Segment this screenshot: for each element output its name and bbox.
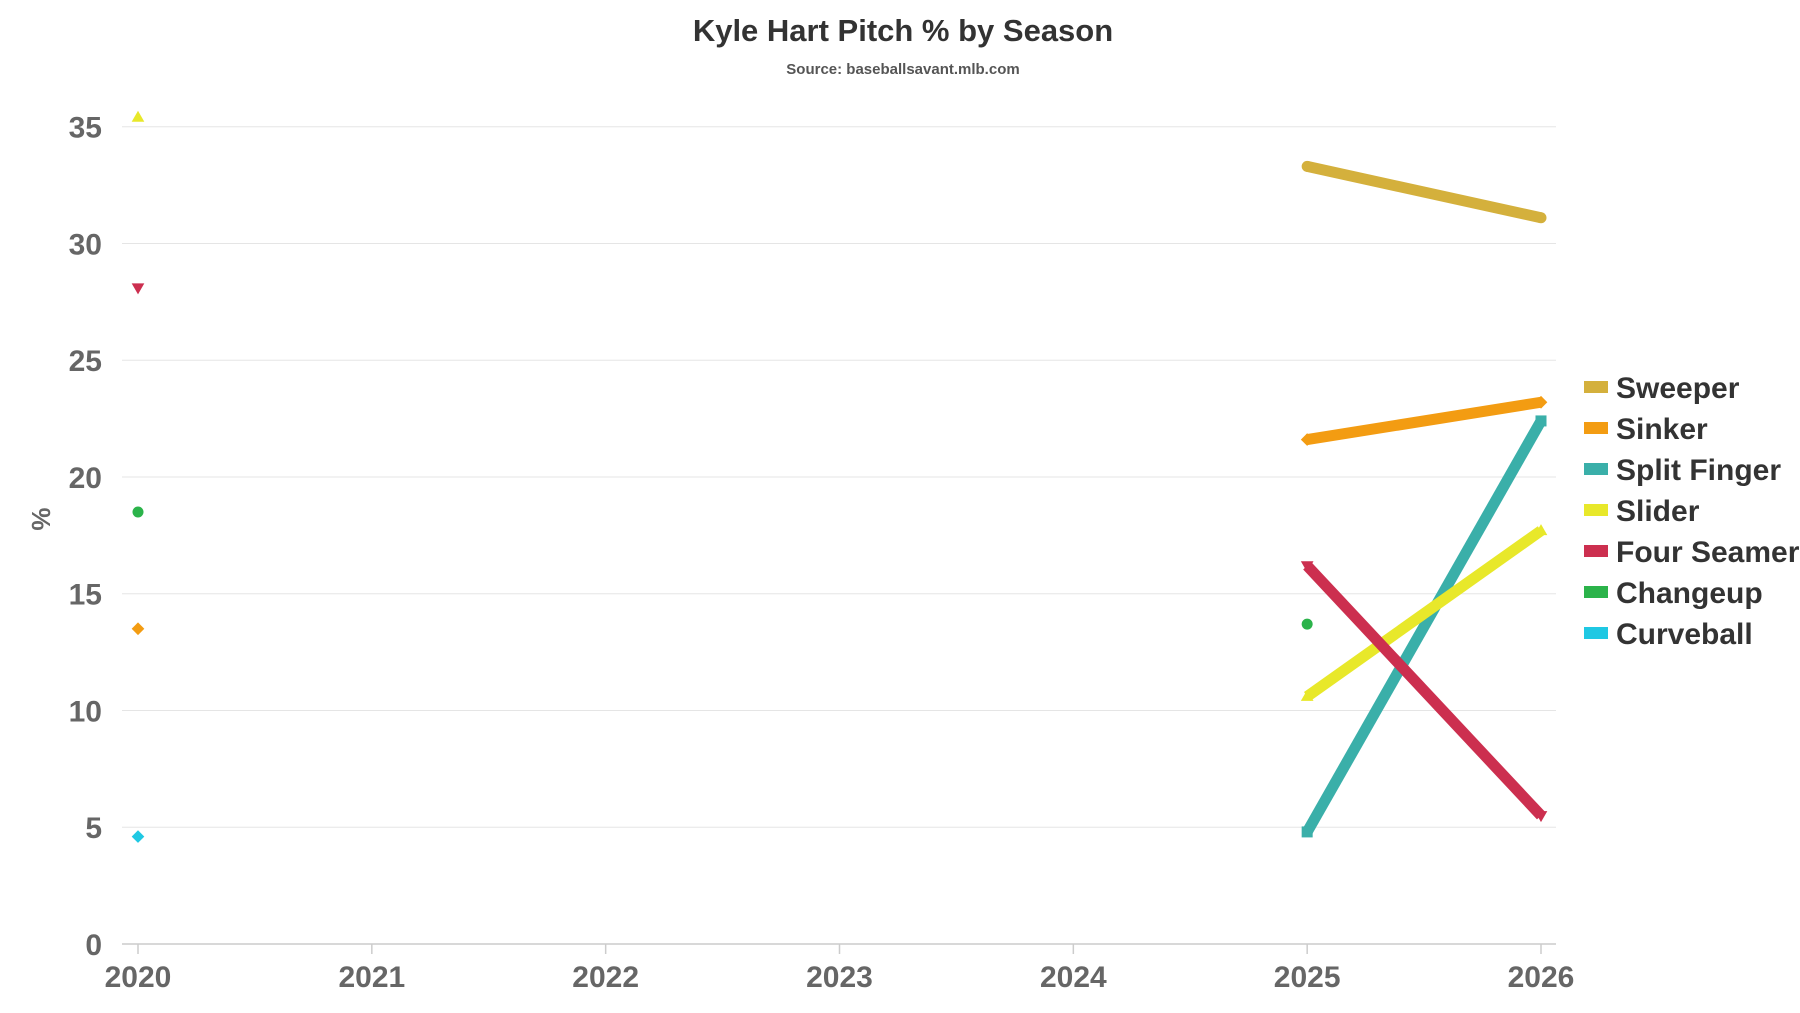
legend-item-split-finger: Split Finger: [1584, 454, 1781, 487]
point-changeup-2020: [132, 506, 144, 518]
legend-label: Sweeper: [1616, 372, 1740, 405]
legend-label: Split Finger: [1616, 454, 1781, 487]
point-curveball-2020: [131, 830, 145, 843]
series-sweeper: [1301, 160, 1547, 224]
y-tick-label: 25: [69, 345, 102, 378]
y-tick-label: 15: [69, 579, 102, 612]
point-sinker-2025: [1300, 433, 1314, 446]
point-sinker-2026: [1534, 395, 1548, 409]
y-tick-label: 20: [69, 462, 102, 495]
legend-swatch: [1584, 586, 1608, 598]
series-split-finger: [1301, 415, 1547, 838]
x-axis: 2020 2021 2022 2023 2024 2025 2026: [105, 944, 1575, 994]
plot-area: [131, 110, 1548, 843]
point-split-finger-2026: [1535, 415, 1547, 427]
line-slider: [1303, 526, 1545, 701]
legend: Sweeper Sinker Split Finger Slider Four Seam…: [1584, 372, 1800, 651]
series-curveball: [131, 830, 145, 843]
y-tick-label: 35: [69, 112, 102, 145]
legend-label: Sinker: [1616, 413, 1708, 446]
line-sinker: [1306, 396, 1542, 446]
point-slider-2020: [131, 110, 145, 122]
point-slider-2025: [1300, 689, 1314, 701]
y-tick-label: 0: [85, 929, 102, 962]
series-sinker: [131, 395, 1548, 636]
line-sweeper: [1305, 161, 1543, 224]
point-changeup-2025: [1301, 618, 1313, 630]
legend-item-changeup: Changeup: [1584, 577, 1763, 610]
y-axis: 0 5 10 15 20 25 30 35: [69, 112, 102, 962]
grid: [122, 126, 1556, 945]
legend-swatch: [1584, 463, 1608, 475]
x-tick-label: 2020: [105, 961, 172, 994]
legend-item-sinker: Sinker: [1584, 413, 1708, 446]
legend-item-curveball: Curveball: [1584, 618, 1753, 651]
point-sinker-2020: [131, 622, 145, 636]
y-tick-label: 5: [85, 812, 102, 845]
legend-swatch: [1584, 545, 1608, 557]
point-four-seamer-2025: [1300, 561, 1314, 573]
series-changeup: [132, 506, 1313, 630]
x-tick-label: 2021: [338, 961, 405, 994]
legend-swatch: [1584, 381, 1608, 393]
point-four-seamer-2026: [1534, 811, 1548, 823]
line-split-finger: [1302, 418, 1546, 835]
chart-subtitle: Source: baseballsavant.mlb.com: [786, 61, 1019, 78]
legend-swatch: [1584, 504, 1608, 516]
legend-label: Changeup: [1616, 577, 1763, 610]
x-tick-label: 2023: [806, 961, 873, 994]
x-tick-label: 2024: [1040, 961, 1107, 994]
legend-label: Curveball: [1616, 618, 1753, 651]
x-tick-label: 2026: [1508, 961, 1575, 994]
legend-label: Four Seamer: [1616, 536, 1800, 569]
legend-item-four-seamer: Four Seamer: [1584, 536, 1800, 569]
point-split-finger-2025: [1301, 826, 1313, 838]
y-axis-label: %: [26, 507, 56, 530]
series-four-seamer: [131, 283, 1548, 823]
point-slider-2026: [1534, 524, 1548, 536]
x-tick-label: 2022: [572, 961, 639, 994]
legend-label: Slider: [1616, 495, 1700, 528]
point-sweeper-2025: [1301, 160, 1313, 172]
series-slider: [131, 110, 1548, 701]
point-sweeper-2026: [1535, 212, 1547, 224]
y-tick-label: 10: [69, 695, 102, 728]
x-tick-label: 2025: [1274, 961, 1341, 994]
point-four-seamer-2020: [131, 283, 145, 295]
legend-swatch: [1584, 422, 1608, 434]
y-tick-label: 30: [69, 228, 102, 261]
legend-swatch: [1584, 627, 1608, 639]
legend-item-slider: Slider: [1584, 495, 1700, 528]
legend-item-sweeper: Sweeper: [1584, 372, 1740, 405]
chart-title: Kyle Hart Pitch % by Season: [693, 13, 1113, 48]
line-four-seamer: [1303, 561, 1546, 820]
